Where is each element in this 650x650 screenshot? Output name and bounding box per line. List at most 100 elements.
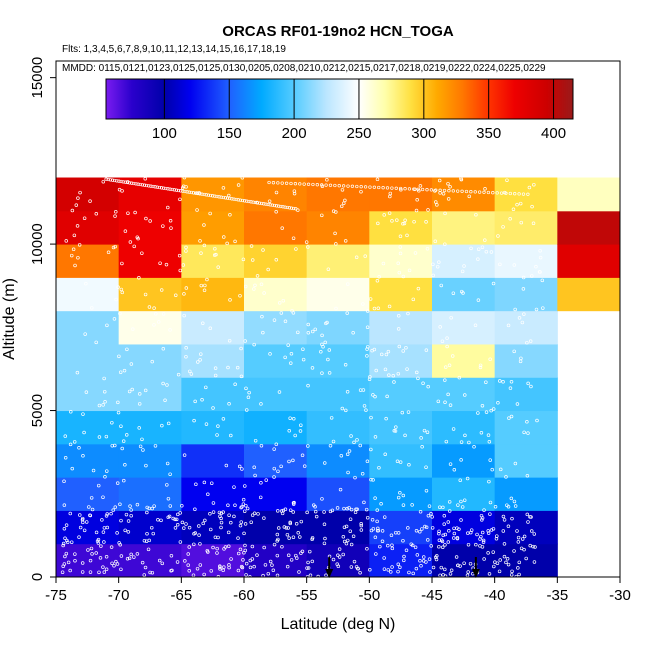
sample-dot <box>354 255 359 260</box>
sample-dot <box>227 544 231 549</box>
sample-dot <box>396 327 401 331</box>
sample-dot <box>216 265 220 269</box>
sample-dot <box>349 434 353 438</box>
sample-dot <box>268 559 273 564</box>
sample-dot <box>215 194 219 199</box>
sample-dot <box>248 558 253 563</box>
sample-dot <box>82 216 87 220</box>
sample-dot <box>94 212 99 216</box>
sample-dot <box>419 564 423 568</box>
sample-dot <box>199 283 204 288</box>
sample-dot <box>120 290 125 295</box>
sample-dot <box>126 519 131 523</box>
sample-dot <box>282 525 287 529</box>
sample-dot <box>323 340 327 345</box>
sample-dot <box>310 537 314 542</box>
heatmap-cell <box>56 477 120 511</box>
sample-dot <box>418 558 422 563</box>
sample-dot <box>442 188 447 193</box>
sample-dot <box>272 318 277 322</box>
sample-dot <box>61 543 65 548</box>
heatmap-cell <box>244 377 308 412</box>
sample-dot <box>327 348 332 352</box>
sample-dot <box>371 478 375 482</box>
sample-dot <box>407 462 411 467</box>
sample-dot <box>181 263 186 267</box>
sample-dot <box>530 204 534 209</box>
sample-dot <box>487 572 492 576</box>
sample-dot <box>443 532 448 537</box>
sample-dot <box>306 444 310 448</box>
heatmap-cell <box>369 277 433 312</box>
sample-dot <box>333 183 337 188</box>
sample-dot <box>466 570 470 574</box>
sample-dot <box>266 571 271 576</box>
sample-dot <box>162 186 166 190</box>
heatmap-cell <box>244 343 308 378</box>
sample-dot <box>102 540 106 544</box>
sample-dot <box>467 440 471 445</box>
sample-dot <box>287 536 291 540</box>
sample-dot <box>513 307 517 312</box>
sample-dot <box>331 439 336 444</box>
sample-dot <box>345 390 350 394</box>
sample-dot <box>348 529 353 533</box>
sample-dot <box>241 502 246 506</box>
sample-dot <box>253 200 257 205</box>
sample-dot <box>291 535 296 539</box>
sample-dot <box>532 532 537 536</box>
sample-dot <box>108 178 113 182</box>
sample-dot <box>402 221 407 226</box>
heatmap-cell <box>118 543 182 577</box>
sample-dot <box>501 529 506 533</box>
heatmap-cell <box>56 277 120 312</box>
sample-dot <box>168 328 172 332</box>
sample-dot <box>147 305 152 309</box>
y-axis: 0 5000 10000 15000 <box>29 57 56 581</box>
sample-dot <box>279 464 283 469</box>
sample-dot <box>378 544 382 549</box>
heatmap-cell <box>244 210 308 245</box>
heatmap-cell <box>494 310 558 345</box>
sample-dot <box>420 187 425 192</box>
sample-dot <box>115 481 120 485</box>
sample-dot <box>342 539 347 544</box>
sample-dot <box>294 207 298 211</box>
sample-dot <box>446 540 451 544</box>
sample-dot <box>228 196 232 201</box>
heatmap-cell <box>306 510 370 545</box>
sample-dot <box>404 345 408 350</box>
sample-dot <box>127 389 132 394</box>
dates-subtitle: MMDD: 0115,0121,0123,0125,0125,0130,0205… <box>62 63 546 74</box>
sample-dot <box>540 278 545 283</box>
sample-dot <box>111 245 116 250</box>
sample-dot <box>459 499 463 504</box>
sample-dot <box>130 387 134 392</box>
sample-dot <box>241 257 246 262</box>
sample-dot <box>236 183 241 187</box>
sample-dot <box>478 363 483 368</box>
sample-dot <box>466 531 470 535</box>
sample-dot <box>489 250 494 254</box>
sample-dot <box>376 221 380 226</box>
sample-dot <box>259 282 264 287</box>
heatmap-cell <box>494 210 558 245</box>
sample-dot <box>360 472 365 476</box>
sample-dot <box>396 314 401 318</box>
sample-dot <box>493 505 498 509</box>
sample-dot <box>451 189 455 193</box>
sample-dot <box>440 339 445 343</box>
plot-frame <box>55 60 621 578</box>
sample-dot <box>394 425 398 429</box>
sample-dot <box>481 540 486 544</box>
sample-dot <box>198 358 202 362</box>
sample-dot <box>119 424 123 428</box>
sample-dot <box>345 506 349 511</box>
colorbar-tick-label: 150 <box>217 125 242 142</box>
sample-dot <box>223 196 228 200</box>
heatmap-cell <box>432 477 496 511</box>
sample-dot <box>391 373 396 378</box>
sample-dot <box>104 555 109 559</box>
